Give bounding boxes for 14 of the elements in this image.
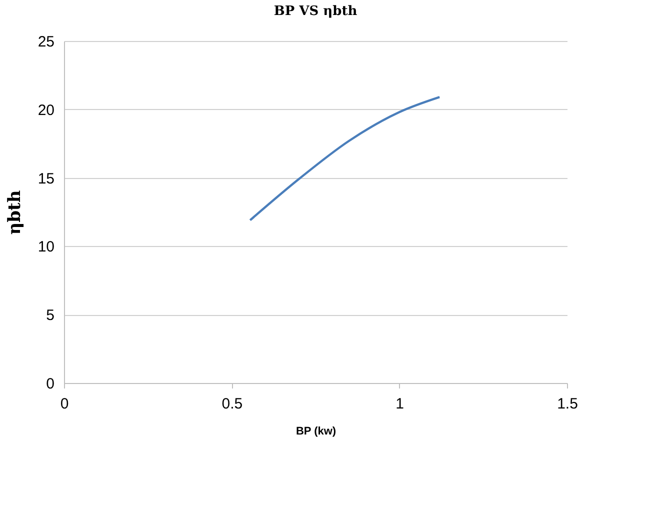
x-tick-label: 0.5 — [222, 396, 243, 412]
y-tick-label: 0 — [46, 376, 54, 392]
y-tick-label: 25 — [38, 34, 54, 50]
x-tick-label: 1.5 — [557, 396, 578, 412]
y-tick-label: 5 — [46, 307, 54, 324]
y-tick-label: 10 — [38, 238, 54, 256]
y-tick-label: 15 — [38, 170, 54, 188]
chart-title: BP VS ηbth — [274, 4, 358, 19]
x-axis-title: BP (kw) — [296, 426, 336, 438]
y-tick-label: 20 — [38, 102, 54, 119]
y-axis-title: ηbth — [4, 190, 25, 235]
x-tick-label: 0 — [60, 396, 69, 412]
line-series — [249, 96, 441, 222]
x-tick-label: 1 — [396, 396, 404, 412]
